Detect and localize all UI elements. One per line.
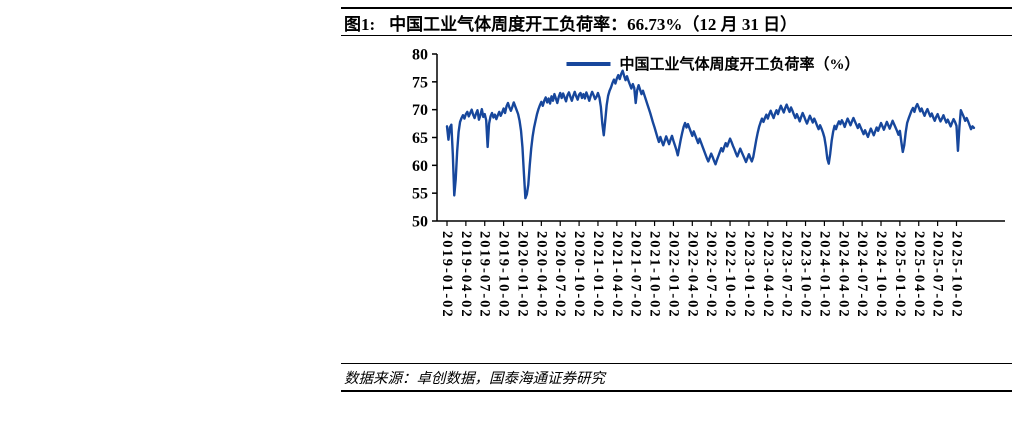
x-tick-label: 2023-01-02 (741, 231, 757, 319)
y-tick-label: 70 (412, 102, 428, 119)
x-tick-label: 2020-01-02 (514, 231, 530, 319)
x-tick-label: 2023-07-02 (779, 231, 795, 319)
x-tick-label: 2025-07-02 (930, 231, 946, 319)
legend-line-swatch (566, 61, 611, 66)
x-tick-label: 2025-04-02 (911, 231, 927, 319)
title-rule (341, 35, 1012, 36)
source-note: 数据来源：卓创数据，国泰海通证券研究 (344, 370, 605, 387)
x-tick-label: 2021-10-02 (647, 231, 663, 319)
x-tick-label: 2022-10-02 (722, 231, 738, 319)
x-tick-label: 2021-07-02 (628, 231, 644, 319)
x-tick-label: 2019-10-02 (496, 231, 512, 319)
chart-legend: 中国工业气体周度开工负荷率（%） (566, 53, 860, 74)
line-chart: 50 55 60 65 70 75 80 2019-01-02 2019-04-02 2019-0… (412, 47, 1005, 319)
x-tick-label: 2020-04-02 (533, 231, 549, 319)
figure-block: 图1: 中国工业气体周度开工负荷率：66.73%（12 月 31 日） 50 55… (341, 7, 1012, 392)
x-tick-label: 2020-07-02 (552, 231, 568, 319)
footer-rule (341, 363, 1012, 364)
y-tick-labels: 50 55 60 65 70 75 80 (412, 47, 437, 231)
y-tick-label: 65 (412, 130, 428, 147)
x-tick-label: 2021-01-02 (590, 231, 606, 319)
x-tick-label: 2025-01-02 (892, 231, 908, 319)
y-tick-label: 50 (412, 214, 428, 231)
x-tick-label: 2022-07-02 (703, 231, 719, 319)
x-tick-label: 2024-10-02 (873, 231, 889, 319)
y-tick-label: 75 (412, 74, 428, 91)
top-rule (341, 7, 1012, 9)
series-line (445, 69, 976, 200)
x-tick-labels: 2019-01-02 2019-04-02 2019-07-02 2019-10-02… (439, 221, 964, 319)
x-tick-label: 2020-10-02 (571, 231, 587, 319)
x-tick-label: 2022-01-02 (665, 231, 681, 319)
x-tick-label: 2024-01-02 (816, 231, 832, 319)
x-tick-label: 2022-04-02 (684, 231, 700, 319)
x-tick-label: 2021-04-02 (609, 231, 625, 319)
x-tick-label: 2019-07-02 (477, 231, 493, 319)
x-tick-label: 2025-10-02 (948, 231, 964, 319)
chart-area: 50 55 60 65 70 75 80 2019-01-02 2019-04-02 2019-0… (341, 36, 1012, 363)
x-tick-label: 2024-07-02 (854, 231, 870, 319)
legend-label: 中国工业气体周度开工负荷率（%） (619, 57, 860, 73)
x-tick-label: 2019-01-02 (439, 231, 455, 319)
figure-title-text: 中国工业气体周度开工负荷率：66.73%（12 月 31 日） (389, 14, 798, 34)
y-tick-label: 55 (412, 186, 428, 203)
y-tick-label: 80 (412, 47, 428, 64)
figure-title: 图1: 中国工业气体周度开工负荷率：66.73%（12 月 31 日） (341, 9, 1012, 35)
figure-number-label: 图1: (344, 14, 376, 34)
x-tick-label: 2023-10-02 (798, 231, 814, 319)
x-tick-label: 2023-04-02 (760, 231, 776, 319)
bottom-rule (341, 390, 1012, 392)
x-tick-label: 2019-04-02 (458, 231, 474, 319)
y-tick-label: 60 (412, 158, 428, 175)
x-tick-label: 2024-04-02 (835, 231, 851, 319)
